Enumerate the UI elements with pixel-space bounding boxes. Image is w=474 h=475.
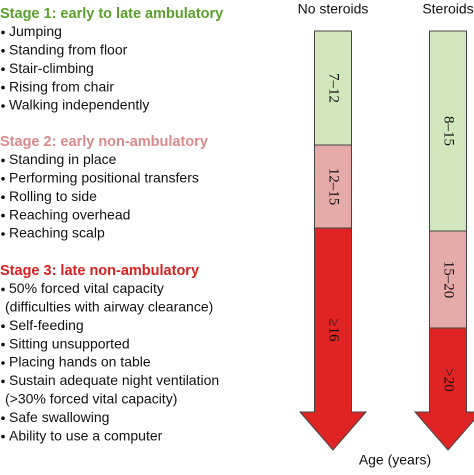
bullet xyxy=(1,104,5,108)
stage-title: Stage 1: early to late ambulatory xyxy=(0,6,223,22)
segment-label: ≥16 xyxy=(326,318,342,342)
age-arrow xyxy=(298,227,368,451)
bullet xyxy=(1,434,5,439)
stage-item: Sustain adequate night ventilation xyxy=(9,372,219,388)
age-segment xyxy=(314,30,352,146)
stage-item: Rolling to side xyxy=(9,188,97,204)
bullet xyxy=(1,30,5,35)
bullet xyxy=(1,379,5,384)
column-title: Steroids xyxy=(422,1,473,17)
stage-item: Reaching overhead xyxy=(9,206,130,222)
stage-item: Standing in place xyxy=(9,151,117,167)
stage-item: Reaching scalp xyxy=(9,225,105,241)
stage-item: Ability to use a computer xyxy=(9,427,163,443)
segment-label: 12–15 xyxy=(326,168,342,206)
stage-title: Stage 2: early non-ambulatory xyxy=(0,134,208,150)
stage-title: Stage 3: late non-ambulatory xyxy=(0,263,199,279)
bullet xyxy=(1,195,5,199)
stage-item: Placing hands on table xyxy=(9,354,151,370)
bullet xyxy=(1,342,5,347)
bullet xyxy=(1,416,5,421)
age-arrow xyxy=(413,327,474,451)
bullet xyxy=(1,213,5,218)
segment-label: 15–20 xyxy=(441,261,457,299)
segment-label: >20 xyxy=(441,368,457,391)
stage-item: Performing positional transfers xyxy=(9,170,199,186)
bullet xyxy=(1,158,5,163)
age-segment xyxy=(429,230,467,329)
segment-label: 8–15 xyxy=(441,116,457,146)
bullet xyxy=(1,287,5,292)
age-segment xyxy=(314,144,352,229)
stage-item: Safe swallowing xyxy=(9,409,109,425)
bullet xyxy=(1,232,5,236)
stage-item: (>30% forced vital capacity) xyxy=(5,391,177,407)
bullet xyxy=(1,177,5,181)
column-title: No steroids xyxy=(298,1,369,17)
bullet xyxy=(1,67,5,71)
stage-item: Self-feeding xyxy=(9,317,84,333)
bullet xyxy=(1,361,5,365)
bullet xyxy=(1,324,5,329)
stage-item: Jumping xyxy=(9,23,62,39)
axis-label: Age (years) xyxy=(359,452,431,468)
bullet xyxy=(1,49,5,53)
stage-item: (difficulties with airway clearance) xyxy=(5,299,213,315)
stage-item: Stair-climbing xyxy=(9,60,94,76)
bullet xyxy=(1,85,5,90)
segment-label: 7–12 xyxy=(326,73,342,103)
stage-item: Sitting unsupported xyxy=(9,335,130,351)
stage-item: Rising from chair xyxy=(9,78,114,94)
age-segment xyxy=(429,30,467,232)
stage-item: Walking independently xyxy=(9,97,149,113)
stage-item: 50% forced vital capacity xyxy=(9,280,164,296)
stage-item: Standing from floor xyxy=(9,42,128,58)
